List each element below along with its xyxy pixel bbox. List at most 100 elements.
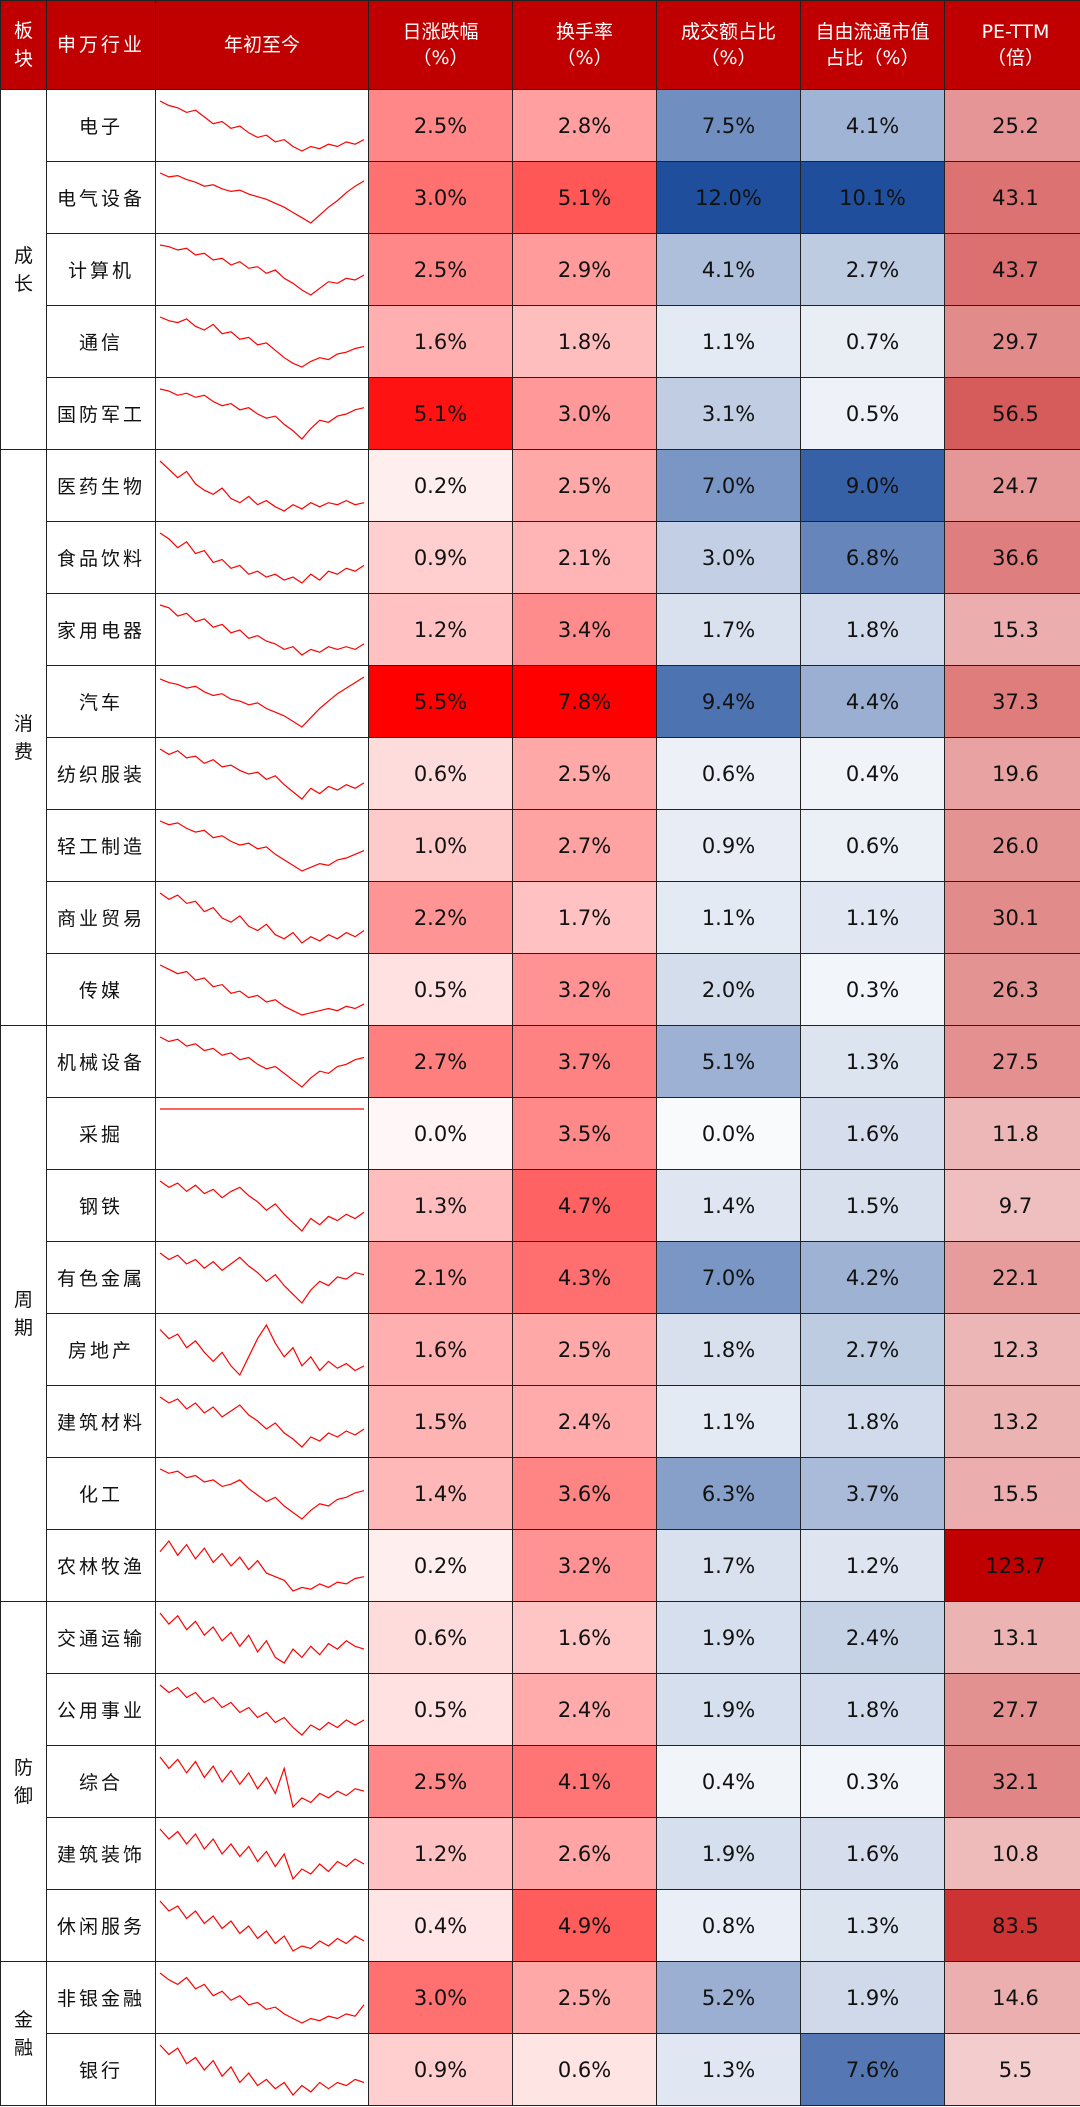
ytd-sparkline-cell bbox=[155, 449, 369, 522]
amount-value-cell: 1.7% bbox=[656, 593, 801, 666]
industry-label: 休闲服务 bbox=[46, 1889, 156, 1962]
ytd-sparkline-cell bbox=[155, 233, 369, 306]
ytd-sparkline bbox=[159, 1180, 365, 1232]
ytd-sparkline-cell bbox=[155, 89, 369, 162]
table-row: 计算机 2.5% 2.9% 4.1% 2.7% 43.7 bbox=[1, 233, 1080, 306]
ytd-sparkline bbox=[159, 747, 365, 800]
table-body: 成 长电子 2.5% 2.8% 7.5% 4.1% 25.2 电气设备 3.0% 5.1% 12.… bbox=[0, 89, 1080, 2106]
float-value-cell: 1.8% bbox=[800, 593, 945, 666]
table-row: 汽车 5.5% 7.8% 9.4% 4.4% 37.3 bbox=[1, 665, 1080, 738]
ytd-sparkline-line bbox=[159, 1396, 365, 1448]
industry-label: 建筑材料 bbox=[46, 1385, 156, 1458]
amount-value-cell: 1.9% bbox=[656, 1673, 801, 1746]
amount-value-cell: 12.0% bbox=[656, 161, 801, 234]
industry-label: 农林牧渔 bbox=[46, 1529, 156, 1602]
float-value-cell: 3.7% bbox=[800, 1457, 945, 1530]
turnover-value-cell: 2.7% bbox=[512, 809, 657, 882]
ytd-sparkline-line bbox=[159, 1180, 365, 1232]
header-sector: 板 块 bbox=[0, 0, 47, 90]
ytd-sparkline bbox=[159, 603, 365, 656]
sector-cell: 消 费 bbox=[0, 449, 47, 1026]
amount-value-cell: 0.8% bbox=[656, 1889, 801, 1962]
amount-value-cell: 2.0% bbox=[656, 953, 801, 1026]
ytd-sparkline bbox=[160, 1107, 364, 1110]
amount-value-cell: 0.6% bbox=[656, 737, 801, 810]
float-value-cell: 1.3% bbox=[800, 1025, 945, 1098]
table-row: 轻工制造 1.0% 2.7% 0.9% 0.6% 26.0 bbox=[1, 809, 1080, 882]
float-value-cell: 1.3% bbox=[800, 1889, 945, 1962]
amount-value-cell: 7.0% bbox=[656, 1241, 801, 1314]
change-value-cell: 0.9% bbox=[368, 521, 513, 594]
ytd-sparkline-cell bbox=[155, 1241, 369, 1314]
industry-label: 钢铁 bbox=[46, 1169, 156, 1242]
change-value-cell: 2.2% bbox=[368, 881, 513, 954]
sector-label: 周 期 bbox=[13, 1288, 33, 1339]
ytd-sparkline-line bbox=[159, 1972, 365, 2024]
float-value-cell: 0.3% bbox=[800, 953, 945, 1026]
ytd-sparkline bbox=[159, 531, 365, 584]
pe-value-cell: 11.8 bbox=[944, 1097, 1080, 1170]
ytd-sparkline bbox=[159, 1035, 365, 1088]
ytd-sparkline-cell bbox=[155, 2033, 369, 2106]
change-value-cell: 0.0% bbox=[368, 1097, 513, 1170]
table-row: 有色金属 2.1% 4.3% 7.0% 4.2% 22.1 bbox=[1, 1241, 1080, 1314]
table-row: 建筑装饰 1.2% 2.6% 1.9% 1.6% 10.8 bbox=[1, 1817, 1080, 1890]
ytd-sparkline-cell bbox=[155, 161, 369, 234]
turnover-value-cell: 0.6% bbox=[512, 2033, 657, 2106]
ytd-sparkline-line bbox=[159, 460, 365, 512]
ytd-sparkline-cell bbox=[155, 1025, 369, 1098]
ytd-sparkline bbox=[159, 1684, 365, 1736]
ytd-sparkline bbox=[159, 243, 365, 296]
ytd-sparkline-cell bbox=[155, 1529, 369, 1602]
amount-value-cell: 1.8% bbox=[656, 1313, 801, 1386]
ytd-sparkline-cell bbox=[155, 665, 369, 738]
pe-value-cell: 43.1 bbox=[944, 161, 1080, 234]
turnover-value-cell: 2.4% bbox=[512, 1385, 657, 1458]
industry-label: 银行 bbox=[46, 2033, 156, 2106]
ytd-sparkline bbox=[159, 2044, 365, 2096]
header-amount-share: 成交额占比 （%） bbox=[656, 0, 801, 90]
change-value-cell: 1.6% bbox=[368, 1313, 513, 1386]
table-row: 成 长电子 2.5% 2.8% 7.5% 4.1% 25.2 bbox=[0, 89, 1080, 450]
ytd-sparkline-cell bbox=[155, 737, 369, 810]
float-value-cell: 1.8% bbox=[800, 1385, 945, 1458]
ytd-sparkline-cell bbox=[155, 521, 369, 594]
ytd-sparkline-line bbox=[159, 171, 365, 224]
industry-label: 房地产 bbox=[46, 1313, 156, 1386]
ytd-sparkline-cell bbox=[155, 1097, 369, 1170]
table-row: 综合 2.5% 4.1% 0.4% 0.3% 32.1 bbox=[1, 1745, 1080, 1818]
turnover-value-cell: 3.7% bbox=[512, 1025, 657, 1098]
ytd-sparkline-cell bbox=[155, 1817, 369, 1890]
ytd-sparkline bbox=[159, 1252, 365, 1304]
table-row: 周 期机械设备 2.7% 3.7% 5.1% 1.3% 27.5 bbox=[0, 1025, 1080, 1602]
header-change: 日涨跌幅 （%） bbox=[368, 0, 513, 90]
ytd-sparkline-line bbox=[159, 531, 365, 584]
ytd-sparkline-line bbox=[159, 819, 365, 872]
float-value-cell: 9.0% bbox=[800, 449, 945, 522]
ytd-sparkline-cell bbox=[155, 1169, 369, 1242]
ytd-sparkline-line bbox=[159, 315, 365, 368]
pe-value-cell: 22.1 bbox=[944, 1241, 1080, 1314]
change-value-cell: 0.2% bbox=[368, 1529, 513, 1602]
ytd-sparkline-line bbox=[159, 387, 365, 440]
change-value-cell: 1.3% bbox=[368, 1169, 513, 1242]
pe-value-cell: 12.3 bbox=[944, 1313, 1080, 1386]
ytd-sparkline bbox=[159, 460, 365, 512]
pe-value-cell: 123.7 bbox=[944, 1529, 1080, 1602]
table-row: 钢铁 1.3% 4.7% 1.4% 1.5% 9.7 bbox=[1, 1169, 1080, 1242]
amount-value-cell: 1.3% bbox=[656, 2033, 801, 2106]
ytd-sparkline bbox=[159, 675, 365, 728]
change-value-cell: 1.2% bbox=[368, 593, 513, 666]
pe-value-cell: 15.3 bbox=[944, 593, 1080, 666]
industry-label: 采掘 bbox=[46, 1097, 156, 1170]
turnover-value-cell: 2.5% bbox=[512, 737, 657, 810]
pe-value-cell: 13.2 bbox=[944, 1385, 1080, 1458]
float-value-cell: 1.6% bbox=[800, 1817, 945, 1890]
industry-label: 交通运输 bbox=[46, 1601, 156, 1674]
amount-value-cell: 7.0% bbox=[656, 449, 801, 522]
header-ytd: 年初至今 bbox=[155, 0, 369, 90]
float-value-cell: 1.2% bbox=[800, 1529, 945, 1602]
float-value-cell: 0.3% bbox=[800, 1745, 945, 1818]
ytd-sparkline-cell bbox=[155, 1457, 369, 1530]
industry-label: 家用电器 bbox=[46, 593, 156, 666]
